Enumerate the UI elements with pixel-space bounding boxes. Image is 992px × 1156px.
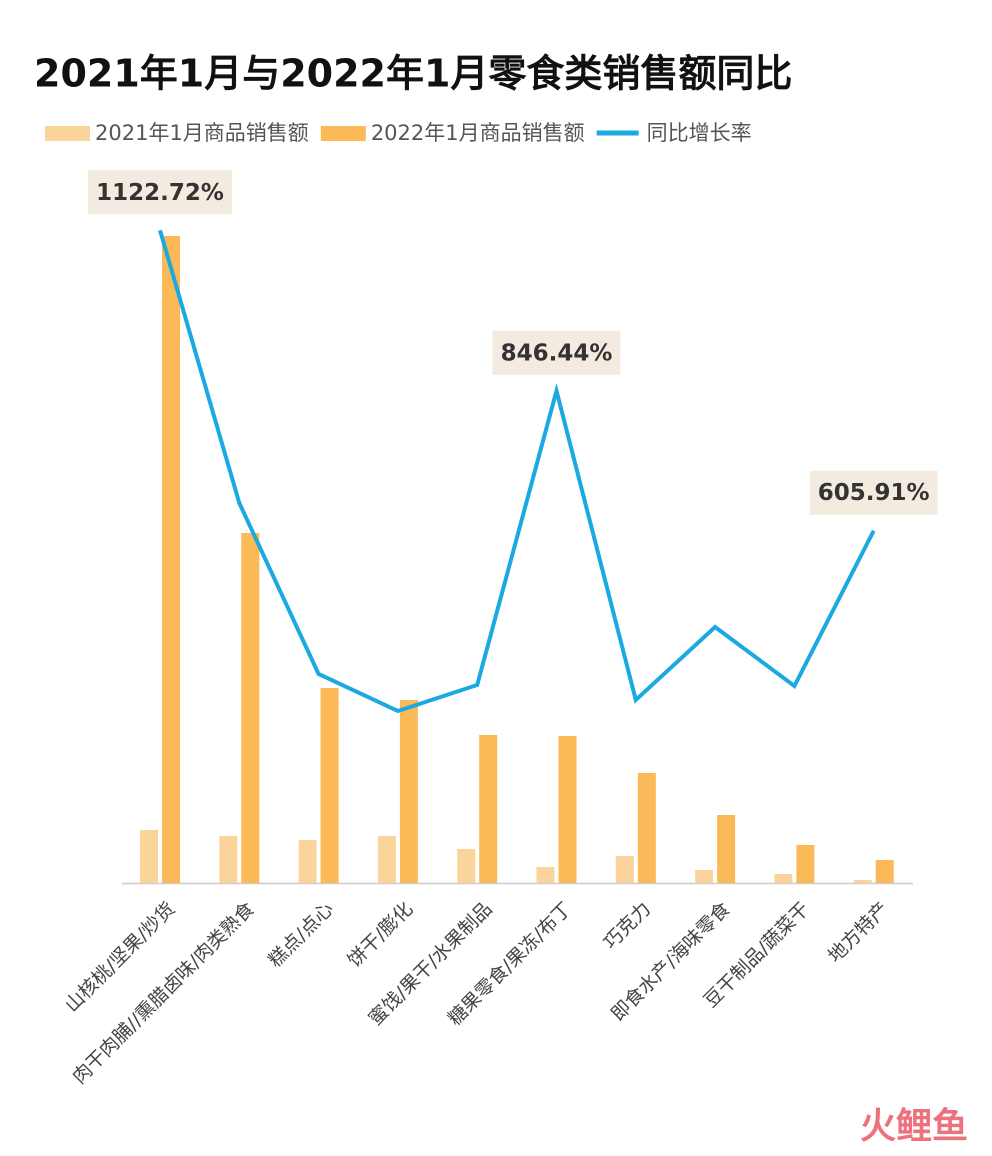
chart-title: 2021年1月与2022年1月零食类销售额同比 [34,52,792,96]
bar [695,870,714,883]
x-tick-label: 地方特产 [824,898,893,967]
bar [796,845,815,883]
legend-label: 2022年1月商品销售额 [371,121,585,145]
data-label-text: 846.44% [501,340,613,366]
x-tick-label: 糕点/点心 [264,898,338,972]
bar [853,880,872,883]
bar [219,836,238,883]
data-label-box [809,470,938,515]
legend-label: 同比增长率 [647,121,752,145]
bar [615,856,634,883]
legend-swatch [320,126,366,141]
bar [298,840,317,883]
bar [558,736,577,883]
data-label-box [492,330,621,375]
bar [536,867,555,883]
bar [637,773,656,883]
bar [717,815,736,883]
x-tick-label: 饼干/膨化 [343,898,417,972]
data-label-text: 605.91% [818,480,930,506]
line [158,229,876,714]
bar [457,849,476,883]
bar [774,874,793,883]
bar [320,688,339,883]
watermark: 火鲤鱼 [860,1106,968,1147]
bar [479,735,498,883]
data-label: 846.44% [492,330,621,375]
bar [377,836,396,883]
bar [875,860,894,883]
legend-label: 2021年1月商品销售额 [95,121,309,145]
bar [140,830,158,883]
bar [162,236,180,883]
data-label-text: 1122.72% [96,180,224,206]
legend-swatch [45,126,90,141]
data-label-box [88,170,232,215]
data-label: 605.91% [809,470,938,515]
bar [399,700,418,883]
data-label: 1122.72% [88,170,232,215]
x-tick-label: 巧克力 [599,898,655,954]
bar [241,533,260,883]
